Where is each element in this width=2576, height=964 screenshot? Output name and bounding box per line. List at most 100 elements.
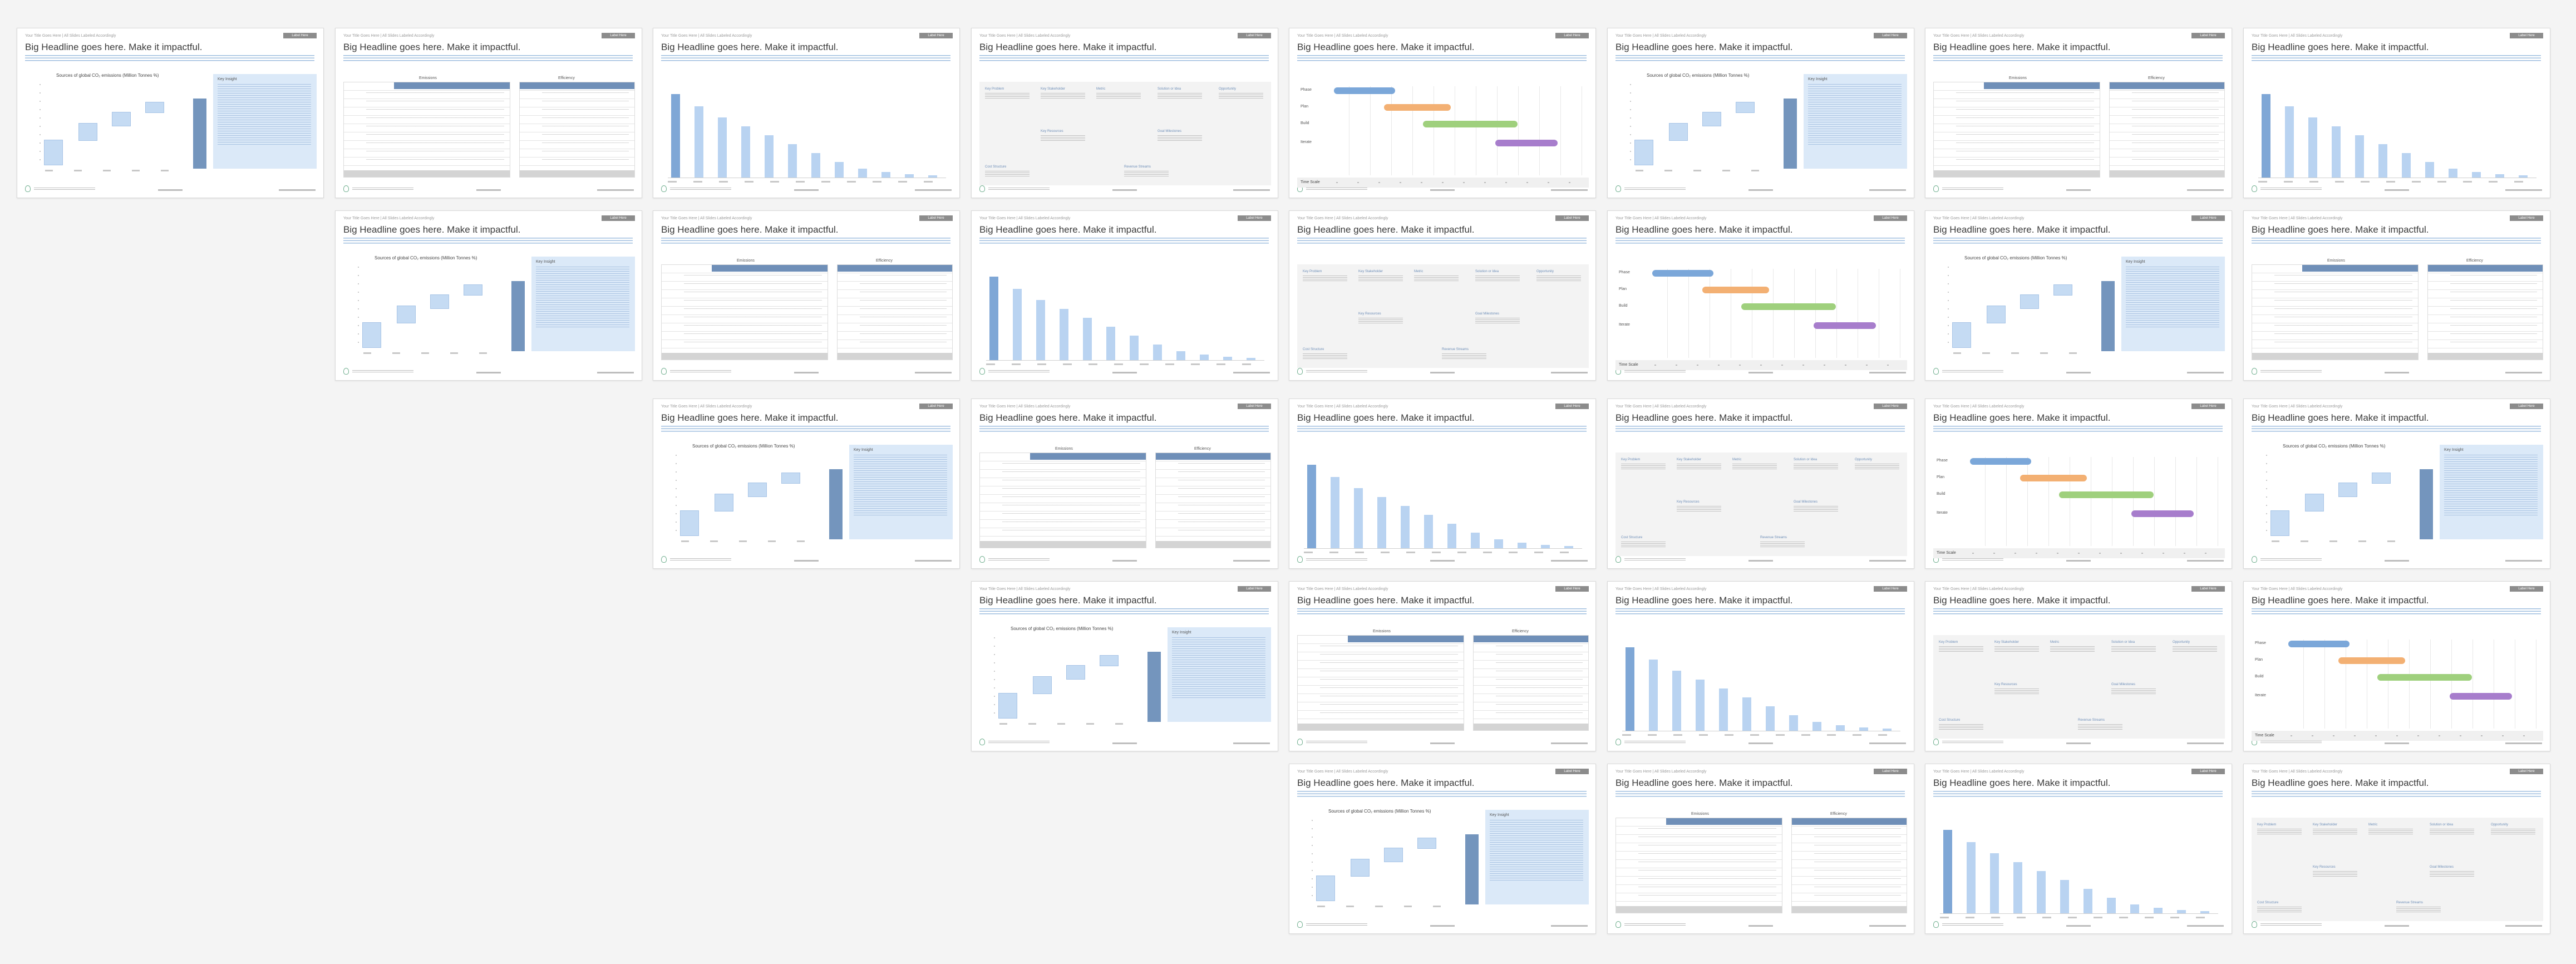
- footer-note: [988, 188, 1050, 191]
- slide-thumbnail[interactable]: Your Title Goes Here | All Slides Labele…: [2243, 28, 2550, 198]
- column-bar: [1200, 355, 1209, 360]
- slide-thumbnail[interactable]: Your Title Goes Here | All Slides Labele…: [2243, 764, 2550, 934]
- grid-cell-text: [1158, 93, 1202, 100]
- efficiency-table: [2427, 264, 2543, 360]
- table-title-right: Efficiency: [2148, 76, 2165, 80]
- footer-page-number: [2385, 560, 2409, 562]
- grid-cell-label: Metric: [1096, 87, 1106, 91]
- slide-thumbnail[interactable]: Your Title Goes Here | All Slides Labele…: [971, 28, 1278, 198]
- key-insight-text: [1808, 84, 1902, 145]
- slide-thumbnail[interactable]: Your Title Goes Here | All Slides Labele…: [1925, 764, 2232, 934]
- slide-thumbnail[interactable]: Your Title Goes Here | All Slides Labele…: [971, 210, 1278, 381]
- table-footer: [838, 353, 952, 360]
- slide-headline: Big Headline goes here. Make it impactfu…: [1933, 595, 2111, 606]
- slide-thumbnail[interactable]: Your Title Goes Here | All Slides Labele…: [1925, 399, 2232, 569]
- slide-thumbnail[interactable]: Your Title Goes Here | All Slides Labele…: [2243, 399, 2550, 569]
- slide-thumbnail[interactable]: Your Title Goes Here | All Slides Labele…: [2243, 210, 2550, 381]
- gantt-bar: [1334, 87, 1395, 94]
- slide-thumbnail[interactable]: Your Title Goes Here | All Slides Labele…: [17, 28, 324, 198]
- slide-thumbnail[interactable]: Your Title Goes Here | All Slides Labele…: [653, 28, 960, 198]
- slide-thumbnail[interactable]: Your Title Goes Here | All Slides Labele…: [1289, 210, 1596, 381]
- slide-subheadline: [661, 55, 950, 62]
- grid-cell-label: Key Problem: [1303, 270, 1322, 273]
- slide-thumbnail[interactable]: Your Title Goes Here | All Slides Labele…: [1607, 764, 1914, 934]
- gantt-timescale: Time Scale: [2252, 731, 2543, 741]
- chart-y-axis: [358, 267, 359, 350]
- slide-headline: Big Headline goes here. Make it impactfu…: [1297, 412, 1475, 423]
- gantt-bar: [2338, 657, 2405, 664]
- slide-thumbnail[interactable]: Your Title Goes Here | All Slides Labele…: [971, 399, 1278, 569]
- column-bar: [858, 169, 867, 178]
- slide-thumbnail[interactable]: Your Title Goes Here | All Slides Labele…: [1925, 28, 2232, 198]
- table-footer: [520, 170, 634, 177]
- table-header: [1984, 82, 2100, 89]
- footer-logo-icon: [1615, 739, 1621, 745]
- column-bar: [2084, 889, 2092, 913]
- footer-logo-icon: [1933, 185, 1939, 192]
- gantt-bar: [2020, 475, 2087, 481]
- grid-cell-label: Goal Milestones: [1158, 130, 1182, 133]
- slide-breadcrumb: Your Title Goes Here | All Slides Labele…: [1615, 34, 1707, 38]
- slide-headline: Big Headline goes here. Make it impactfu…: [1297, 778, 1475, 788]
- footer-page-number: [2066, 742, 2091, 744]
- grid-cell-label: Opportunity: [1219, 87, 1237, 91]
- grid-cell-label: Goal Milestones: [1475, 312, 1500, 316]
- slide-thumbnail[interactable]: Your Title Goes Here | All Slides Labele…: [1607, 28, 1914, 198]
- slide-thumbnail[interactable]: Your Title Goes Here | All Slides Labele…: [335, 28, 642, 198]
- slide-breadcrumb: Your Title Goes Here | All Slides Labele…: [979, 405, 1071, 409]
- column-bar: [765, 135, 774, 178]
- footer-page-number: [1112, 742, 1137, 744]
- column-bar: [905, 174, 914, 178]
- column-bar: [1518, 543, 1526, 548]
- slide-headline: Big Headline goes here. Make it impactfu…: [25, 42, 203, 52]
- slide-subheadline: [1933, 55, 2223, 62]
- slide-thumbnail[interactable]: Your Title Goes Here | All Slides Labele…: [1289, 28, 1596, 198]
- slide-thumbnail[interactable]: Your Title Goes Here | All Slides Labele…: [653, 210, 960, 381]
- table-header: [712, 265, 828, 272]
- footer-page-number: [1748, 560, 1773, 562]
- column-bar: [1943, 830, 1952, 913]
- chart-x-labels: [668, 181, 946, 183]
- key-insight-box: Key Insight: [2121, 257, 2225, 351]
- footer-page-number: [1112, 189, 1137, 191]
- column-bar: [1836, 725, 1845, 731]
- slide-thumbnail[interactable]: Your Title Goes Here | All Slides Labele…: [1289, 764, 1596, 934]
- slide-thumbnail[interactable]: Your Title Goes Here | All Slides Labele…: [1289, 399, 1596, 569]
- column-bar: [1354, 488, 1363, 548]
- grid-cell-label: Goal Milestones: [2111, 683, 2136, 686]
- footer-page-number: [1748, 925, 1773, 927]
- grid-cell-text: [2257, 829, 2302, 835]
- slide-thumbnail[interactable]: Your Title Goes Here | All Slides Labele…: [1289, 581, 1596, 751]
- footer-logo-icon: [1615, 921, 1621, 928]
- slide-thumbnail[interactable]: Your Title Goes Here | All Slides Labele…: [971, 581, 1278, 751]
- slide-thumbnail[interactable]: Your Title Goes Here | All Slides Labele…: [2243, 581, 2550, 751]
- slide-thumbnail[interactable]: Your Title Goes Here | All Slides Labele…: [1607, 581, 1914, 751]
- footer-page-number: [2385, 925, 2409, 927]
- footer-logo-icon: [1615, 556, 1621, 563]
- emissions-table: [1615, 818, 1782, 913]
- efficiency-table: [837, 264, 953, 360]
- grid-cell-text: [1475, 276, 1520, 282]
- column-bar: [1036, 300, 1045, 360]
- footer-note: [34, 188, 95, 191]
- column-bar: [1541, 545, 1550, 548]
- footer-source: [915, 372, 952, 373]
- table-title-left: Emissions: [737, 259, 755, 263]
- column-bar: [741, 126, 750, 178]
- grid-cell-label: Key Problem: [985, 87, 1004, 91]
- slide-thumbnail[interactable]: Your Title Goes Here | All Slides Labele…: [1607, 210, 1914, 381]
- gantt-row-label: Iterate: [1937, 511, 1948, 515]
- footer-source: [1869, 372, 1906, 373]
- column-bar: [2425, 162, 2434, 178]
- slide-thumbnail[interactable]: Your Title Goes Here | All Slides Labele…: [335, 210, 642, 381]
- slide-thumbnail[interactable]: Your Title Goes Here | All Slides Labele…: [1925, 210, 2232, 381]
- footer-source: [1233, 560, 1270, 562]
- slide-thumbnail[interactable]: Your Title Goes Here | All Slides Labele…: [653, 399, 960, 569]
- gantt-grid: [1328, 86, 1584, 175]
- footer-note: [1306, 188, 1367, 191]
- slide-thumbnail[interactable]: Your Title Goes Here | All Slides Labele…: [1607, 399, 1914, 569]
- slide-thumbnail[interactable]: Your Title Goes Here | All Slides Labele…: [1925, 581, 2232, 751]
- table-footer: [1156, 541, 1270, 548]
- waterfall-bar: [1702, 112, 1721, 126]
- slide-label-tag: Label Here: [602, 215, 635, 221]
